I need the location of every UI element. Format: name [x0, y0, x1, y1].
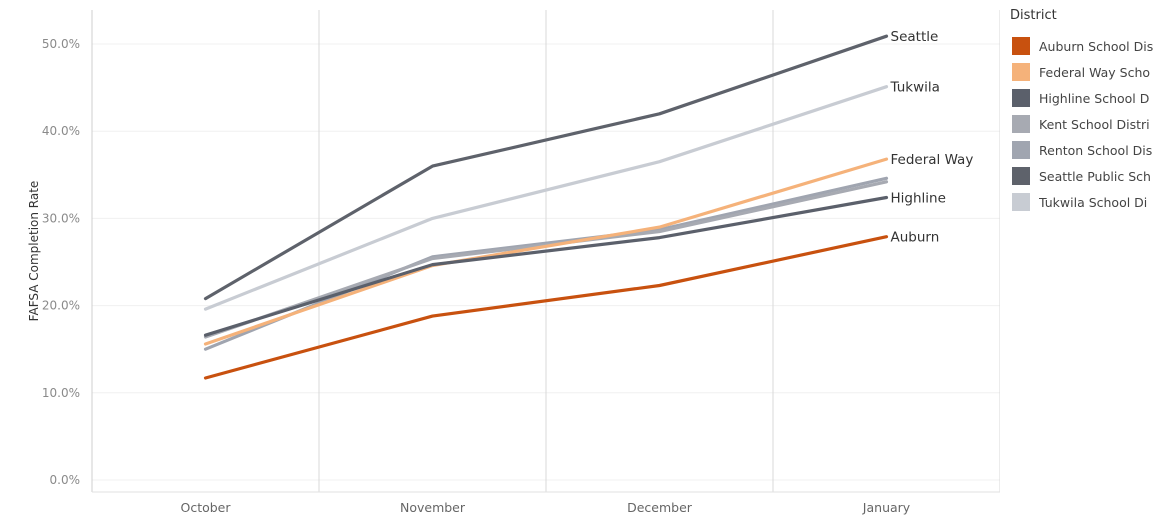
legend-swatch [1012, 141, 1030, 159]
y-tick-label: 20.0% [42, 299, 80, 313]
legend-label: Federal Way Scho [1039, 65, 1150, 80]
legend-item: Tukwila School Di [1010, 189, 1176, 215]
legend-item: Federal Way Scho [1010, 59, 1176, 85]
legend-item: Auburn School Dis [1010, 33, 1176, 59]
legend-swatch [1012, 89, 1030, 107]
series-end-label: Federal Way [891, 152, 974, 168]
series-end-label: Seattle [891, 29, 939, 45]
y-tick-label: 10.0% [42, 386, 80, 400]
y-tick-label: 0.0% [50, 473, 81, 487]
legend-label: Tukwila School Di [1039, 195, 1147, 210]
legend-swatch [1012, 37, 1030, 55]
legend-item: Seattle Public Sch [1010, 163, 1176, 189]
legend-swatch [1012, 193, 1030, 211]
y-tick-label: 30.0% [42, 211, 80, 225]
legend-label: Kent School Distri [1039, 117, 1150, 132]
legend-item: Highline School D [1010, 85, 1176, 111]
x-tick-label: December [627, 500, 693, 515]
line-chart: 0.0% 10.0% 20.0% 30.0% 40.0% 50.0% October Nove… [0, 0, 1000, 517]
legend-label: Seattle Public Sch [1039, 169, 1151, 184]
legend-label: Auburn School Dis [1039, 39, 1153, 54]
legend-item: Renton School Dis [1010, 137, 1176, 163]
y-axis-title: FAFSA Completion Rate [27, 181, 41, 322]
legend-title: District [1010, 8, 1176, 23]
y-tick-label: 50.0% [42, 37, 80, 51]
series-end-label: Tukwila [890, 80, 940, 96]
legend-swatch [1012, 167, 1030, 185]
legend-item: Kent School Distri [1010, 111, 1176, 137]
legend-swatch [1012, 63, 1030, 81]
legend-label: Renton School Dis [1039, 143, 1152, 158]
legend-swatch [1012, 115, 1030, 133]
legend: District Auburn School Dis Federal Way Sc… [1010, 8, 1176, 215]
x-tick-label: October [180, 500, 231, 515]
y-tick-label: 40.0% [42, 124, 80, 138]
series-end-label: Highline [891, 190, 946, 206]
series-end-label: Auburn [891, 230, 940, 246]
x-tick-label: November [400, 500, 466, 515]
x-tick-label: January [862, 500, 911, 515]
legend-label: Highline School D [1039, 91, 1149, 106]
